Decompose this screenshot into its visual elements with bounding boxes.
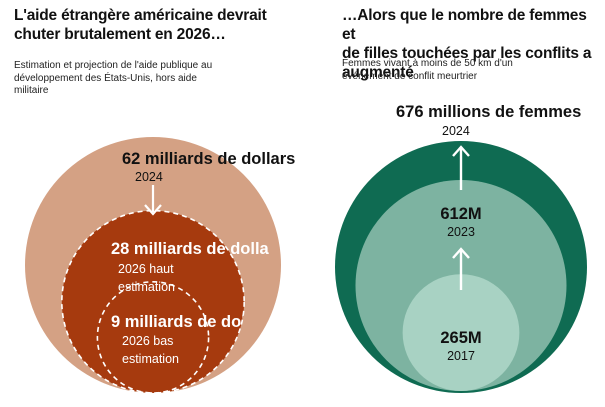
- aid-bubble-chart: 62 milliards de dollars 2024 28 milliard…: [25, 137, 295, 394]
- aid-title-line-2: chuter brutalement en 2026…: [14, 26, 226, 43]
- aid-period-2024: 2024: [135, 170, 163, 184]
- aid-title: L'aide étrangère américaine devrait chute…: [14, 6, 294, 44]
- women-circle-2017: [402, 274, 520, 391]
- aid-label-2026-high: 28 milliards de dolla: [111, 240, 270, 258]
- aid-period-2026-high-line-1: 2026 haut: [118, 262, 174, 276]
- aid-circle-2026-high-outline: [61, 209, 245, 394]
- aid-circle-2026-low-outline: [96, 281, 210, 394]
- aid-label-2024: 62 milliards de dollars: [122, 150, 295, 168]
- women-title-line-2: de filles touchées par les conflits a: [342, 45, 592, 62]
- aid-arrow-head: [144, 204, 162, 216]
- women-panel: …Alors que le nombre de femmes et de fill…: [302, 0, 605, 407]
- aid-title-line-1: L'aide étrangère américaine devrait: [14, 7, 267, 24]
- aid-period-2026-high-line-2: estimation: [118, 280, 175, 294]
- aid-subtitle-line-3: militaire: [14, 85, 49, 96]
- aid-circle-2026-high: [61, 210, 245, 393]
- women-arrow-2023-head: [452, 247, 470, 259]
- women-title-line-1: …Alors que le nombre de femmes et: [342, 7, 587, 43]
- aid-subtitle-line-2: développement des États-Unis, hors aide: [14, 72, 197, 84]
- women-subtitle-line-2: événement de conflit meurtrier: [342, 70, 478, 82]
- women-arrow-2023: [452, 247, 470, 290]
- aid-arrow: [144, 185, 162, 216]
- women-period-2024: 2024: [442, 124, 470, 138]
- aid-panel: L'aide étrangère américaine devrait chute…: [0, 0, 300, 407]
- aid-period-2026-low-line-1: 2026 bas: [122, 334, 173, 348]
- aid-subtitle-line-1: Estimation et projection de l'aide publi…: [14, 60, 213, 71]
- women-period-2023: 2023: [447, 225, 475, 239]
- aid-subtitle: Estimation et projection de l'aide publi…: [14, 60, 284, 98]
- women-arrow-2024: [452, 145, 470, 190]
- women-arrow-2024-head: [452, 145, 470, 157]
- women-label-2017: 265M: [440, 329, 481, 347]
- women-period-2017: 2017: [447, 349, 475, 363]
- women-bubble-chart: 676 millions de femmes 2024 612M 2023 26…: [335, 103, 587, 393]
- women-title-line-3: augmenté: [342, 64, 414, 81]
- aid-period-2026-low-line-2: estimation: [122, 352, 179, 366]
- women-label-2023: 612M: [440, 205, 481, 223]
- women-subtitle-line-1: Femmes vivant à moins de 50 km d'un: [342, 58, 513, 69]
- women-label-2024: 676 millions de femmes: [396, 103, 581, 121]
- aid-label-2026-low: 9 milliards de dolla: [111, 313, 260, 331]
- women-subtitle: Femmes vivant à moins de 50 km d'un événe…: [342, 58, 562, 83]
- women-title: …Alors que le nombre de femmes et de fill…: [342, 6, 604, 82]
